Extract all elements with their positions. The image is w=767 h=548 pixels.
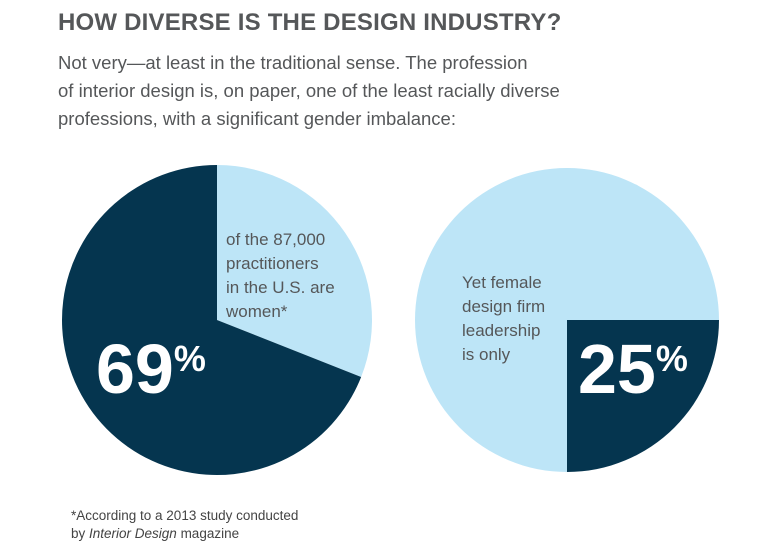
intro-line: professions, with a significant gender i… [58, 108, 456, 129]
big-percent-women: 69% [96, 330, 206, 408]
footnote-suffix: magazine [176, 526, 240, 541]
big-percent-sign: % [174, 338, 206, 379]
pie-slices-women [62, 165, 373, 476]
pie-chart-leadership: Yet female design firm leadership is onl… [415, 168, 719, 472]
caption-line: of the 87,000 [226, 230, 325, 249]
intro-line: of interior design is, on paper, one of … [58, 80, 560, 101]
big-percent-leadership: 25% [578, 330, 688, 408]
big-percent-number: 25 [578, 330, 656, 408]
footnote: *According to a 2013 study conducted by … [71, 507, 298, 543]
caption-line: is only [462, 345, 511, 364]
page-title: HOW DIVERSE IS THE DESIGN INDUSTRY? [58, 9, 562, 36]
pie-chart-women: 69% of the 87,000 practitioners in the U… [62, 165, 373, 476]
caption-line: leadership [462, 321, 540, 340]
pie-slice-female-leadership [567, 320, 719, 472]
footnote-line: *According to a 2013 study conducted [71, 508, 299, 523]
magazine-name: Interior Design [89, 526, 177, 541]
caption-line: Yet female [462, 273, 542, 292]
big-percent-sign: % [656, 338, 688, 379]
caption-line: in the U.S. are [226, 278, 335, 297]
pie-slice-women [62, 165, 362, 476]
caption-line: design firm [462, 297, 545, 316]
footnote-line: by Interior Design magazine [71, 525, 298, 543]
intro-paragraph: Not very—at least in the traditional sen… [58, 49, 618, 133]
caption-leadership: Yet female design firm leadership is onl… [462, 273, 545, 364]
pie-slice-other [415, 168, 719, 472]
caption-line: women* [225, 302, 288, 321]
caption-women: of the 87,000 practitioners in the U.S. … [225, 230, 335, 321]
big-percent-number: 69 [96, 330, 174, 408]
caption-line: practitioners [226, 254, 319, 273]
pie-slice-other [217, 165, 373, 378]
pie-slices-leadership [415, 168, 719, 472]
footnote-prefix: by [71, 526, 90, 541]
intro-line: Not very—at least in the traditional sen… [58, 52, 528, 73]
